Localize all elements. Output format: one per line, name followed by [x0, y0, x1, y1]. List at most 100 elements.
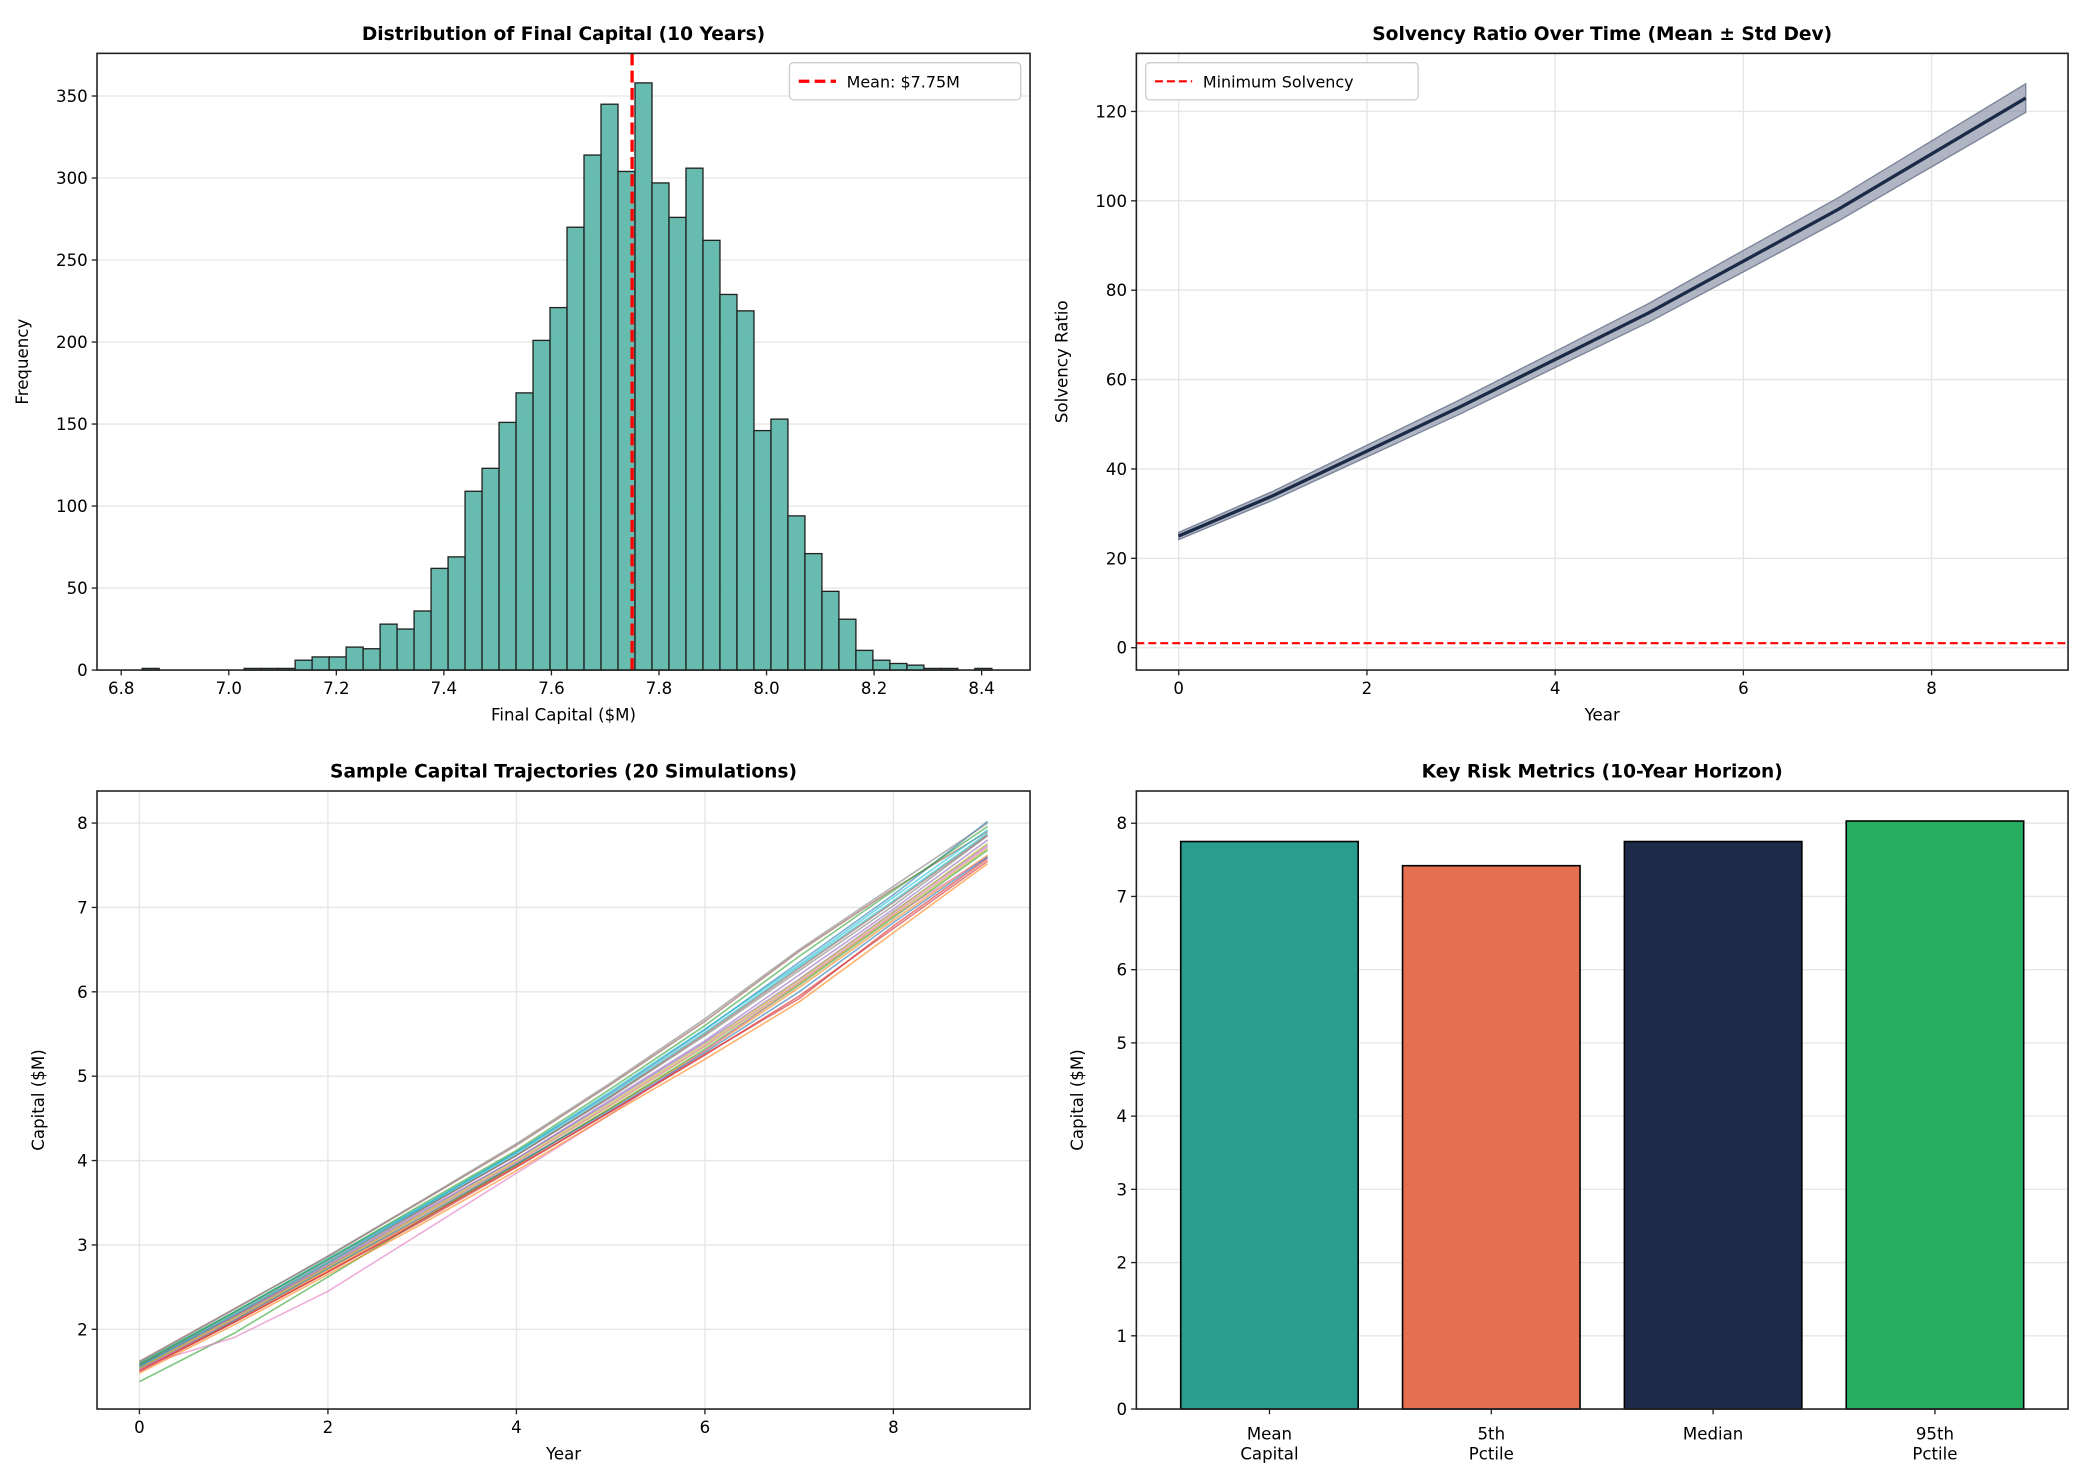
axes-border: [96, 790, 1031, 1410]
y-tick-label: 20: [1106, 549, 1127, 568]
histogram-bar: [447, 556, 466, 671]
y-axis-label: Capital ($M): [29, 1049, 48, 1150]
y-tick-label: 40: [1106, 460, 1127, 479]
histogram-bar: [396, 628, 415, 671]
x-axis-label: Final Capital ($M): [491, 706, 636, 725]
y-tick-label: 2: [77, 1320, 88, 1339]
histogram-bar: [821, 590, 840, 671]
x-tick-label: 7.0: [216, 679, 242, 698]
trajectory-line: [139, 835, 989, 1367]
histogram-bar: [583, 154, 602, 671]
x-tick-label: Pctile: [1912, 1445, 1957, 1464]
x-tick-label: Pctile: [1469, 1445, 1514, 1464]
y-tick-label: 120: [1095, 102, 1127, 121]
chart-title: Sample Capital Trajectories (20 Simulati…: [330, 762, 797, 783]
x-tick-label: 4: [1550, 679, 1561, 698]
x-tick-label: 95th: [1916, 1425, 1954, 1444]
histogram-bar: [668, 216, 687, 671]
y-tick-label: 0: [1116, 1400, 1127, 1419]
y-tick-label: 150: [56, 415, 88, 434]
x-axis-label: Year: [545, 1445, 581, 1464]
chart-title: Solvency Ratio Over Time (Mean ± Std Dev…: [1372, 24, 1832, 45]
trajectory-line: [139, 825, 989, 1365]
x-tick-label: 8: [888, 1418, 899, 1437]
x-tick-label: 2: [1362, 679, 1373, 698]
histogram-bar: [345, 646, 364, 671]
histogram-bar: [770, 418, 789, 671]
metric-bar: [1623, 840, 1803, 1410]
trajectory-line: [139, 820, 989, 1366]
histogram-bar: [464, 490, 483, 671]
y-axis-label: Frequency: [13, 319, 32, 405]
mean-solvency-line: [1178, 96, 2027, 538]
histogram-bar: [838, 618, 857, 671]
trajectory-line: [139, 832, 989, 1368]
y-tick-label: 3: [1116, 1180, 1127, 1199]
grid: [97, 791, 1031, 1410]
y-tick-label: 4: [1116, 1107, 1127, 1126]
metric-bar: [1179, 840, 1359, 1410]
histogram-bar: [889, 662, 908, 671]
trajectory-line: [139, 830, 989, 1363]
histogram-bar: [736, 310, 755, 671]
y-tick-label: 60: [1106, 371, 1127, 390]
axes-frame: 0 1 2 3 4 5 6 7 8 Key Risk Metrics (10-Year Horiz…: [1068, 762, 2069, 1464]
histogram-bar: [804, 552, 823, 671]
x-tick-label: 7.4: [431, 679, 457, 698]
y-tick-label: 4: [77, 1152, 88, 1171]
axes-frame: 0 20 40 60 80 100 120 0 2 4 6 8 Solvency Ratio Over …: [1052, 24, 2069, 725]
subplot-2: 0 20 40 60 80 100 120 0 2 4 6 8 Solvency Ratio Over …: [1052, 24, 2069, 725]
x-tick-label: Median: [1683, 1425, 1743, 1444]
histogram-bar: [379, 623, 398, 671]
axes-frame: 2 3 4 5 6 7 8 0 2 4 6 8 Sample Capital Trajectories …: [29, 762, 1031, 1464]
y-tick-label: 7: [1116, 887, 1127, 906]
x-tick-label: Capital: [1240, 1445, 1298, 1464]
histogram-bar: [328, 656, 347, 671]
histogram-bar: [855, 649, 874, 671]
y-tick-label: 350: [56, 87, 88, 106]
legend-label: Minimum Solvency: [1203, 72, 1354, 91]
y-tick-label: 0: [1116, 639, 1127, 658]
chart-title: Key Risk Metrics (10-Year Horizon): [1422, 762, 1783, 783]
chart-title: Distribution of Final Capital (10 Years): [362, 24, 765, 45]
y-axis-label: Capital ($M): [1068, 1049, 1087, 1150]
y-tick-label: 80: [1106, 281, 1127, 300]
trajectory-line: [139, 822, 989, 1363]
x-tick-label: 8.4: [968, 679, 994, 698]
y-tick-label: 0: [77, 661, 88, 680]
x-tick-label: 8.0: [753, 679, 779, 698]
histogram-bar: [549, 306, 568, 671]
y-tick-label: 6: [1116, 961, 1127, 980]
histogram-bar: [294, 659, 313, 671]
x-tick-label: 4: [511, 1418, 522, 1437]
histogram-bar: [311, 656, 330, 671]
y-tick-label: 3: [77, 1236, 88, 1255]
histogram-bar: [719, 293, 738, 671]
trajectory-line: [139, 857, 989, 1372]
y-tick-label: 250: [56, 251, 88, 270]
histogram-bar: [651, 182, 670, 671]
legend: Mean: $7.75M: [788, 62, 1022, 101]
histogram-bar: [498, 421, 517, 671]
grid: [1136, 53, 2069, 671]
histogram-bar: [753, 429, 772, 671]
x-tick-label: 7.6: [538, 679, 564, 698]
y-tick-label: 5: [77, 1067, 88, 1086]
x-tick-label: 6: [700, 1418, 711, 1437]
histogram-bar: [566, 226, 585, 671]
y-tick-label: 2: [1116, 1254, 1127, 1273]
trajectory-line: [139, 862, 989, 1374]
x-tick-label: 8.2: [861, 679, 887, 698]
plot-area: [1136, 82, 2069, 645]
histogram-bar: [430, 567, 449, 671]
histogram-bar: [600, 103, 619, 671]
legend-box: [1145, 62, 1419, 101]
legend-label: Mean: $7.75M: [847, 72, 960, 91]
x-tick-label: 2: [323, 1418, 334, 1437]
x-tick-label: 0: [134, 1418, 145, 1437]
histogram-bar: [413, 610, 432, 671]
y-tick-label: 100: [1095, 192, 1127, 211]
axes-border: [1135, 52, 2069, 671]
subplot-4: 0 1 2 3 4 5 6 7 8 Key Risk Metrics (10-Year Horiz…: [1068, 762, 2069, 1464]
